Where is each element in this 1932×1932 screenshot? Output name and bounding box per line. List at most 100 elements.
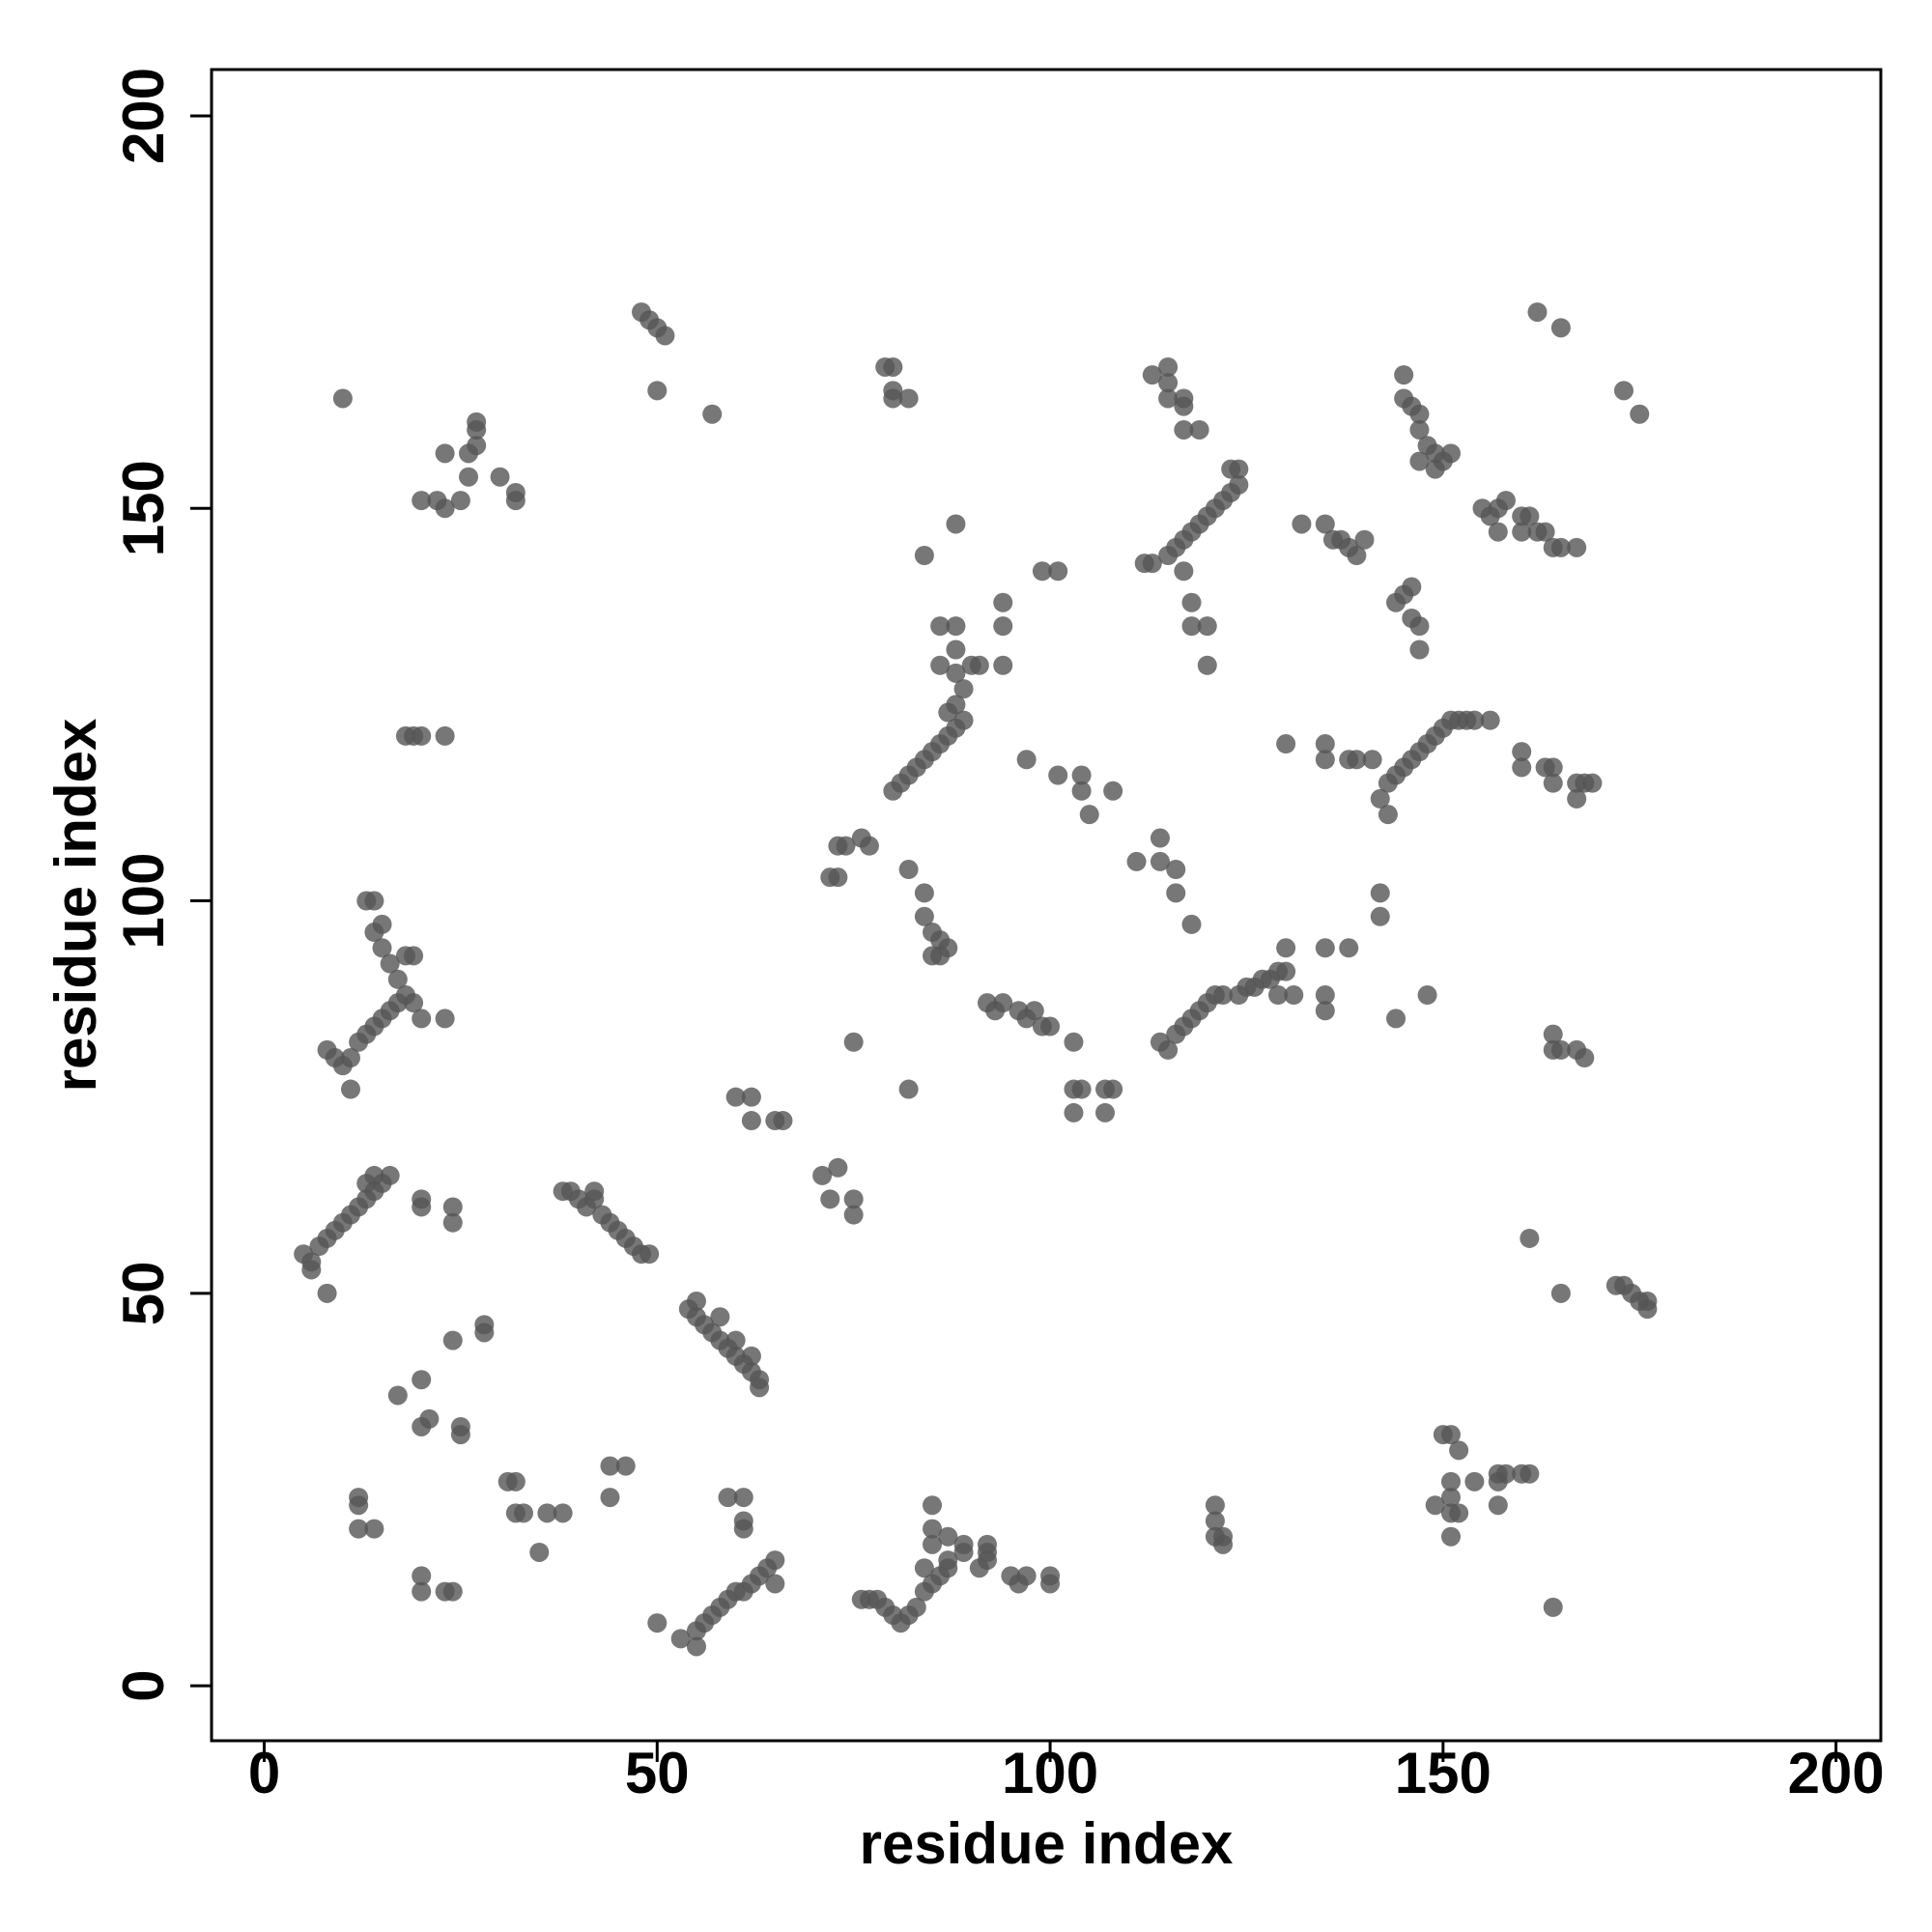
point xyxy=(1567,537,1587,557)
point xyxy=(647,1613,668,1634)
point xyxy=(670,1629,691,1649)
point xyxy=(820,867,840,888)
point xyxy=(1103,781,1123,801)
point xyxy=(1409,404,1430,424)
point xyxy=(435,443,455,464)
point xyxy=(317,1283,337,1303)
point xyxy=(1079,805,1099,825)
point xyxy=(1440,1526,1461,1547)
point xyxy=(1142,554,1162,574)
point xyxy=(387,1385,408,1406)
point xyxy=(1347,750,1367,770)
x-axis-label: residue index xyxy=(860,1811,1234,1876)
point xyxy=(1464,1471,1485,1492)
point xyxy=(1064,1032,1084,1052)
point xyxy=(843,1189,864,1209)
point xyxy=(765,1574,785,1594)
point xyxy=(1575,1048,1595,1068)
point xyxy=(898,1079,919,1099)
point xyxy=(380,1165,400,1185)
point xyxy=(1520,1463,1540,1484)
point xyxy=(1386,1009,1406,1029)
plot-frame xyxy=(210,68,1883,1743)
point xyxy=(1213,1526,1234,1547)
point xyxy=(1440,443,1461,464)
point xyxy=(1512,522,1532,542)
point xyxy=(1229,474,1249,495)
point xyxy=(923,946,943,966)
point xyxy=(639,1244,660,1264)
point xyxy=(1315,938,1335,958)
point xyxy=(364,1519,384,1539)
point xyxy=(1480,710,1500,730)
point xyxy=(946,639,966,660)
point xyxy=(741,1346,761,1366)
point xyxy=(1495,1463,1516,1484)
point xyxy=(349,1495,369,1516)
y-axis-label: residue index xyxy=(43,719,108,1093)
point xyxy=(1284,985,1304,1006)
point xyxy=(1024,1001,1044,1021)
point xyxy=(859,836,879,856)
point xyxy=(914,883,934,903)
point xyxy=(1488,522,1508,542)
point xyxy=(938,1550,958,1571)
point xyxy=(946,514,966,534)
point xyxy=(349,1519,369,1539)
point xyxy=(1016,1566,1037,1586)
point xyxy=(1527,302,1548,323)
point xyxy=(733,1511,753,1531)
point xyxy=(356,1174,377,1194)
point xyxy=(1370,906,1390,926)
point xyxy=(1449,1440,1469,1461)
y-tick-label: 200 xyxy=(111,68,176,164)
point xyxy=(1543,773,1563,793)
point xyxy=(553,1181,573,1202)
point xyxy=(1425,1495,1445,1516)
point xyxy=(1071,765,1092,785)
point xyxy=(741,1087,761,1107)
point xyxy=(1276,961,1296,981)
point xyxy=(1417,985,1437,1006)
point xyxy=(412,1197,432,1217)
point xyxy=(474,1315,495,1335)
point xyxy=(1630,404,1650,424)
point xyxy=(906,1597,926,1617)
point xyxy=(600,1456,620,1476)
point xyxy=(1150,828,1170,848)
point xyxy=(1189,419,1209,440)
point xyxy=(412,1581,432,1602)
point xyxy=(442,1330,463,1350)
point xyxy=(1394,365,1414,385)
point xyxy=(1095,1102,1116,1122)
point xyxy=(923,1534,943,1554)
point xyxy=(600,1488,620,1508)
point xyxy=(1440,1425,1461,1445)
point xyxy=(1582,773,1603,793)
point xyxy=(1315,1001,1335,1021)
point xyxy=(301,1260,322,1280)
point xyxy=(505,1503,526,1523)
point xyxy=(1409,639,1430,660)
point xyxy=(412,1370,432,1390)
point xyxy=(946,695,966,715)
point xyxy=(387,969,408,989)
point xyxy=(1197,616,1217,637)
point xyxy=(1158,373,1179,393)
point xyxy=(1488,1495,1508,1516)
point xyxy=(1040,1016,1061,1037)
point xyxy=(828,1157,848,1178)
point xyxy=(1354,529,1375,550)
point xyxy=(1512,742,1532,762)
x-tick-label: 150 xyxy=(1395,1741,1492,1805)
point xyxy=(1449,1503,1469,1523)
x-tick-label: 50 xyxy=(625,1741,690,1805)
point xyxy=(686,1636,706,1657)
point xyxy=(435,498,455,519)
point xyxy=(1158,356,1179,377)
point xyxy=(537,1503,557,1523)
point xyxy=(1535,522,1555,542)
point xyxy=(1543,757,1563,778)
